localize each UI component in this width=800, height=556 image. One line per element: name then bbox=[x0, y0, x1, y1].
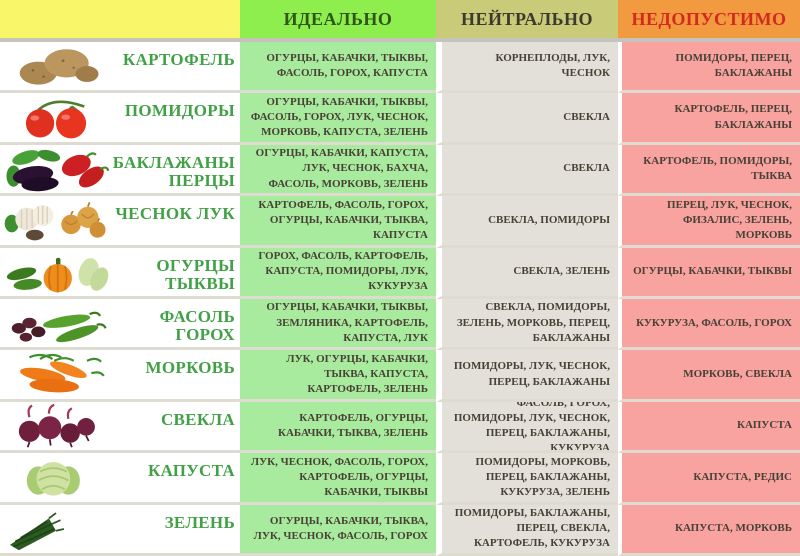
vegetable-name: КАРТОФЕЛЬ bbox=[112, 42, 240, 94]
ideal-companions-cell: ОГУРЦЫ, КАБАЧКИ, КАПУСТА, ЛУК, ЧЕСНОК, Б… bbox=[240, 144, 436, 197]
tomatoes-icon bbox=[2, 95, 110, 141]
garlic-onions-icon bbox=[2, 197, 110, 243]
ideal-companions-cell: ЛУК, ЧЕСНОК, ФАСОЛЬ, ГОРОХ, КАРТОФЕЛЬ, О… bbox=[240, 453, 436, 505]
neutral-companions-cell: СВЕКЛА bbox=[436, 144, 618, 197]
vegetable-photo-cell bbox=[0, 247, 112, 299]
eggplant-peppers-icon bbox=[2, 146, 110, 192]
vegetable-name: МОРКОВЬ bbox=[112, 350, 240, 402]
header-ideal: ИДЕАЛЬНО bbox=[240, 0, 436, 42]
bad-companions-cell: КАПУСТА bbox=[618, 401, 800, 454]
beans-peas-icon bbox=[2, 300, 110, 346]
header-blank bbox=[0, 0, 240, 42]
neutral-companions-cell: СВЕКЛА, ПОМИДОРЫ bbox=[436, 196, 618, 248]
vegetable-photo-cell bbox=[0, 401, 112, 454]
ideal-companions-cell: ОГУРЦЫ, КАБАЧКИ, ТЫКВА, ЛУК, ЧЕСНОК, ФАС… bbox=[240, 504, 436, 556]
neutral-companions-cell: СВЕКЛА, ПОМИДОРЫ, ЗЕЛЕНЬ, МОРКОВЬ, ПЕРЕЦ… bbox=[436, 299, 618, 351]
ideal-companions-cell: ЛУК, ОГУРЦЫ, КАБАЧКИ, ТЫКВА, КАПУСТА, КА… bbox=[240, 350, 436, 402]
bad-companions-cell: КАПУСТА, РЕДИС bbox=[618, 453, 800, 505]
neutral-companions-cell: ПОМИДОРЫ, МОРКОВЬ, ПЕРЕЦ, БАКЛАЖАНЫ, КУК… bbox=[436, 453, 618, 505]
bad-companions-cell: КАРТОФЕЛЬ, ПОМИДОРЫ, ТЫКВА bbox=[618, 144, 800, 197]
vegetable-photo-cell bbox=[0, 42, 112, 94]
vegetable-photo-cell bbox=[0, 299, 112, 351]
ideal-companions-cell: ОГУРЦЫ, КАБАЧКИ, ТЫКВЫ, ФАСОЛЬ, ГОРОХ, К… bbox=[240, 42, 436, 94]
vegetable-name: ФАСОЛЬ ГОРОХ bbox=[112, 299, 240, 351]
ideal-companions-cell: КАРТОФЕЛЬ, ФАСОЛЬ, ГОРОХ, ОГУРЦЫ, КАБАЧК… bbox=[240, 196, 436, 248]
neutral-companions-cell: ПОМИДОРЫ, БАКЛАЖАНЫ, ПЕРЕЦ, СВЕКЛА, КАРТ… bbox=[436, 504, 618, 556]
ideal-companions-cell: ГОРОХ, ФАСОЛЬ, КАРТОФЕЛЬ, КАПУСТА, ПОМИД… bbox=[240, 247, 436, 299]
vegetable-photo-cell bbox=[0, 93, 112, 145]
header-neutral: НЕЙТРАЛЬНО bbox=[436, 0, 618, 42]
bad-companions-cell: КУКУРУЗА, ФАСОЛЬ, ГОРОХ bbox=[618, 299, 800, 351]
neutral-companions-cell: СВЕКЛА bbox=[436, 93, 618, 145]
beets-icon bbox=[2, 403, 110, 449]
vegetable-photo-cell bbox=[0, 144, 112, 197]
cucumbers-pumpkin-icon bbox=[2, 249, 110, 295]
header-bad: НЕДОПУСТИМО bbox=[618, 0, 800, 42]
neutral-companions-cell: ПОМИДОРЫ, ЛУК, ЧЕСНОК, ПЕРЕЦ, БАКЛАЖАНЫ bbox=[436, 350, 618, 402]
vegetable-photo-cell bbox=[0, 196, 112, 248]
vegetable-name: СВЕКЛА bbox=[112, 401, 240, 454]
greens-icon bbox=[2, 506, 110, 552]
carrots-icon bbox=[2, 352, 110, 398]
neutral-companions-cell: ФАСОЛЬ, ГОРОХ, ПОМИДОРЫ, ЛУК, ЧЕСНОК, ПЕ… bbox=[436, 401, 618, 454]
neutral-companions-cell: СВЕКЛА, ЗЕЛЕНЬ bbox=[436, 247, 618, 299]
neutral-companions-cell: КОРНЕПЛОДЫ, ЛУК, ЧЕСНОК bbox=[436, 42, 618, 94]
bad-companions-cell: ОГУРЦЫ, КАБАЧКИ, ТЫКВЫ bbox=[618, 247, 800, 299]
bad-companions-cell: МОРКОВЬ, СВЕКЛА bbox=[618, 350, 800, 402]
vegetable-name: ПОМИДОРЫ bbox=[112, 93, 240, 145]
vegetable-name: БАКЛАЖАНЫ ПЕРЦЫ bbox=[112, 144, 240, 197]
cabbage-icon bbox=[2, 454, 110, 500]
vegetable-name: ЧЕСНОК ЛУК bbox=[112, 196, 240, 248]
vegetable-name: ОГУРЦЫ ТЫКВЫ КАБАЧКИ bbox=[112, 247, 240, 299]
vegetable-photo-cell bbox=[0, 350, 112, 402]
ideal-companions-cell: ОГУРЦЫ, КАБАЧКИ, ТЫКВЫ, ЗЕМЛЯНИКА, КАРТО… bbox=[240, 299, 436, 351]
ideal-companions-cell: ОГУРЦЫ, КАБАЧКИ, ТЫКВЫ, ФАСОЛЬ, ГОРОХ, Л… bbox=[240, 93, 436, 145]
vegetable-name: ЗЕЛЕНЬ bbox=[112, 504, 240, 556]
potatoes-icon bbox=[2, 43, 110, 89]
bad-companions-cell: ПОМИДОРЫ, ПЕРЕЦ, БАКЛАЖАНЫ bbox=[618, 42, 800, 94]
ideal-companions-cell: КАРТОФЕЛЬ, ОГУРЦЫ, КАБАЧКИ, ТЫКВА, ЗЕЛЕН… bbox=[240, 401, 436, 454]
vegetable-name: КАПУСТА bbox=[112, 453, 240, 505]
bad-companions-cell: ПЕРЕЦ, ЛУК, ЧЕСНОК, ФИЗАЛИС, ЗЕЛЕНЬ, МОР… bbox=[618, 196, 800, 248]
bad-companions-cell: КАРТОФЕЛЬ, ПЕРЕЦ, БАКЛАЖАНЫ bbox=[618, 93, 800, 145]
bad-companions-cell: КАПУСТА, МОРКОВЬ bbox=[618, 504, 800, 556]
vegetable-photo-cell bbox=[0, 453, 112, 505]
vegetable-photo-cell bbox=[0, 504, 112, 556]
